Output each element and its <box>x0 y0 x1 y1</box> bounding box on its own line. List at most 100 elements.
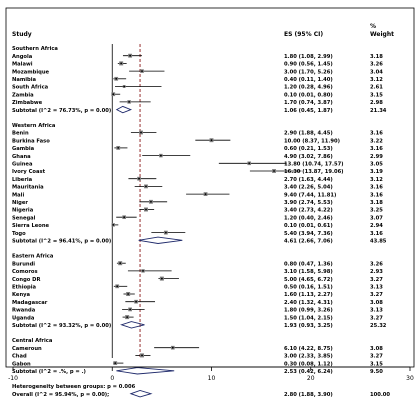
subtotal-es-text: 1.06 (0.45, 1.87) <box>284 108 333 114</box>
study-weight-text: 3.19 <box>370 169 383 175</box>
subtotal-weight-text: 21.34 <box>370 108 387 114</box>
weight-pct-header: % <box>370 23 376 30</box>
subtotal-diamond <box>115 105 133 114</box>
subtotal-diamond <box>138 236 183 244</box>
study-weight-text: 3.13 <box>370 308 383 314</box>
study-label: Zimbabwe <box>12 100 43 106</box>
study-point-dot <box>112 93 115 96</box>
study-es-text: 2.40 (1.32, 4.31) <box>284 300 333 306</box>
study-label: South Africa <box>12 85 49 91</box>
study-weight-text: 3.08 <box>370 300 383 306</box>
study-point-dot <box>123 85 126 88</box>
study-label: Kenya <box>12 292 31 298</box>
study-weight-text: 2.99 <box>370 154 383 160</box>
overall-diamond <box>129 390 153 398</box>
study-es-text: 2.90 (1.88, 4.45) <box>284 131 333 137</box>
study-label: Gambia <box>12 146 35 152</box>
study-es-text: 3.40 (2.26, 5.04) <box>284 185 333 191</box>
subtotal-label: Subtotal (I^2 = 96.41%, p = 0.00) <box>12 239 111 245</box>
study-weight-text: 3.07 <box>370 215 383 221</box>
study-weight-text: 2.61 <box>370 85 383 91</box>
study-point-dot <box>141 70 143 72</box>
study-label: Nigeria <box>12 208 34 214</box>
study-label: Mozambique <box>12 69 50 75</box>
study-label: Chad <box>12 354 27 360</box>
study-label: Namibia <box>12 77 37 83</box>
subtotal-weight-text: 25.32 <box>370 323 387 329</box>
study-weight-text: 3.16 <box>370 192 383 198</box>
study-label: Rwanda <box>12 308 36 314</box>
study-point-dot <box>128 101 131 103</box>
study-es-text: 3.10 (1.58, 5.98) <box>284 269 333 275</box>
study-weight-text: 3.18 <box>370 200 383 206</box>
overall-weight-text: 100.00 <box>370 392 390 398</box>
study-point-dot <box>135 300 137 303</box>
study-point-dot <box>138 177 140 180</box>
study-weight-text: 3.26 <box>370 62 383 68</box>
study-weight-text: 3.22 <box>370 138 383 144</box>
study-point-dot <box>116 285 119 288</box>
study-point-dot <box>248 162 251 165</box>
study-weight-text: 2.93 <box>370 269 383 275</box>
study-es-text: 0.90 (0.56, 1.45) <box>284 62 333 68</box>
study-weight-text: 3.13 <box>370 285 383 291</box>
plot-rows: Southern Africa Angola 1.80 (1.08, 2.99) 3.… <box>12 46 390 398</box>
study-point-dot <box>129 308 132 311</box>
study-es-text: 1.50 (1.04, 2.15) <box>284 315 333 321</box>
study-es-text: 10.00 (8.37, 11.90) <box>284 138 340 144</box>
study-es-text: 0.10 (0.01, 0.80) <box>284 92 333 98</box>
study-label: Comoros <box>12 269 38 275</box>
overall-label: Overall (I^2 = 95.94%, p = 0.00); <box>12 392 109 398</box>
subtotal-label: Subtotal (I^2 = 76.73%, p = 0.00) <box>12 108 111 114</box>
study-point-dot <box>115 77 118 80</box>
study-weight-text: 3.27 <box>370 315 383 321</box>
study-weight-text: 2.94 <box>370 223 383 229</box>
study-point-dot <box>171 346 174 349</box>
study-point-dot <box>140 131 142 134</box>
study-point-dot <box>120 62 123 65</box>
study-es-text: 3.00 (1.70, 5.26) <box>284 69 333 75</box>
study-label: Ivory Coast <box>12 169 46 175</box>
study-es-text: 1.60 (1.13, 2.27) <box>284 292 333 298</box>
study-label: Uganda <box>12 315 35 321</box>
study-es-text: 9.40 (7.44, 11.81) <box>284 192 336 198</box>
study-label: Liberia <box>12 177 33 183</box>
study-es-text: 6.10 (4.22, 8.75) <box>284 346 333 352</box>
study-es-text: 0.40 (0.11, 1.40) <box>284 77 333 83</box>
study-point-dot <box>117 147 120 149</box>
study-point-dot <box>129 54 132 57</box>
study-weight-text: 3.27 <box>370 354 383 360</box>
study-weight-text: 3.12 <box>370 177 383 183</box>
subtotal-label: Subtotal (I^2 = .%, p = .) <box>12 369 86 375</box>
study-point-dot <box>160 277 163 280</box>
weight-header: Weight <box>370 31 394 38</box>
group-heading: Western Africa <box>12 123 56 129</box>
study-label: Senegal <box>12 215 36 221</box>
study-es-text: 1.80 (0.99, 3.26) <box>284 308 333 314</box>
subtotal-weight-text: 9.50 <box>370 369 383 375</box>
group-heading: Central Africa <box>12 338 53 344</box>
study-point-dot <box>273 170 275 172</box>
study-label: Togo <box>12 231 26 237</box>
study-es-text: 0.30 (0.08, 1.12) <box>284 361 333 367</box>
study-point-dot <box>145 185 147 188</box>
study-es-text: 4.90 (3.02, 7.86) <box>284 154 333 160</box>
study-label: Cameroun <box>12 346 42 352</box>
study-point-dot <box>123 216 126 219</box>
x-tick-label: 0 <box>110 375 114 382</box>
study-weight-text: 3.16 <box>370 146 383 152</box>
study-es-text: 1.80 (1.08, 2.99) <box>284 54 333 60</box>
reference-lines <box>111 44 141 358</box>
group-heading: Eastern Africa <box>12 254 54 260</box>
subtotal-es-text: 2.53 (0.42, 6.24) <box>284 369 333 375</box>
study-point-dot <box>112 224 115 226</box>
study-label: Zambia <box>12 92 34 98</box>
study-label: Angola <box>12 54 33 60</box>
study-label: Ghana <box>12 154 31 160</box>
study-es-text: 3.00 (2.33, 3.85) <box>284 354 333 360</box>
study-es-text: 0.50 (0.16, 1.51) <box>284 285 333 291</box>
study-weight-text: 2.98 <box>370 100 383 106</box>
study-point-dot <box>141 354 143 357</box>
study-label: Niger <box>12 200 28 206</box>
